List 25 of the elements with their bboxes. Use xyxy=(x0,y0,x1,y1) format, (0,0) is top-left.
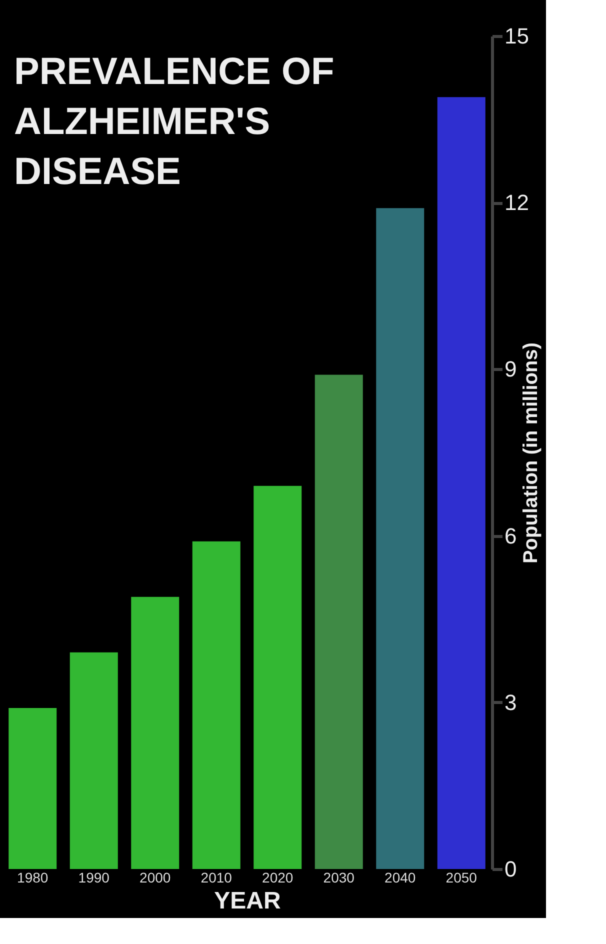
y-tick-label: 15 xyxy=(504,24,529,48)
bar xyxy=(376,208,424,869)
y-axis-title: Population (in millions) xyxy=(520,342,542,564)
y-tick-label: 12 xyxy=(504,190,529,216)
x-tick-label: 2040 xyxy=(384,870,416,886)
bar xyxy=(437,97,486,869)
bar xyxy=(131,596,180,869)
bar xyxy=(70,652,118,869)
x-tick-label: 2030 xyxy=(323,870,355,886)
x-tick-label: 1980 xyxy=(17,870,48,886)
y-tick-label: 6 xyxy=(504,523,517,548)
x-axis-title: YEAR xyxy=(214,888,281,914)
bar xyxy=(254,486,302,869)
x-tick-label: 2000 xyxy=(140,870,171,886)
x-tick-label: 2050 xyxy=(446,870,478,886)
y-tick-label: 3 xyxy=(504,690,517,715)
text: PREVALENCE OF ALZHEIMER'S DISEASE xyxy=(14,51,334,193)
bar xyxy=(314,374,363,869)
x-tick-label: 2020 xyxy=(262,870,294,886)
x-tick-label: 1990 xyxy=(78,870,110,886)
bar xyxy=(8,708,57,869)
bar xyxy=(192,541,240,869)
x-tick-label: 2010 xyxy=(200,870,232,886)
y-tick-label: 9 xyxy=(504,356,517,382)
y-tick-label: 0 xyxy=(504,856,517,882)
